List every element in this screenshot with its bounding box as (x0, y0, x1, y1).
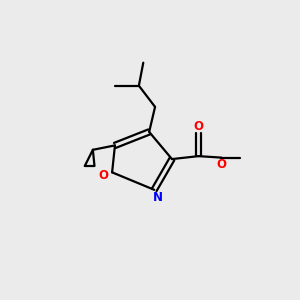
Text: O: O (99, 169, 109, 182)
Text: N: N (153, 191, 163, 204)
Text: O: O (194, 120, 203, 133)
Text: O: O (216, 158, 226, 171)
